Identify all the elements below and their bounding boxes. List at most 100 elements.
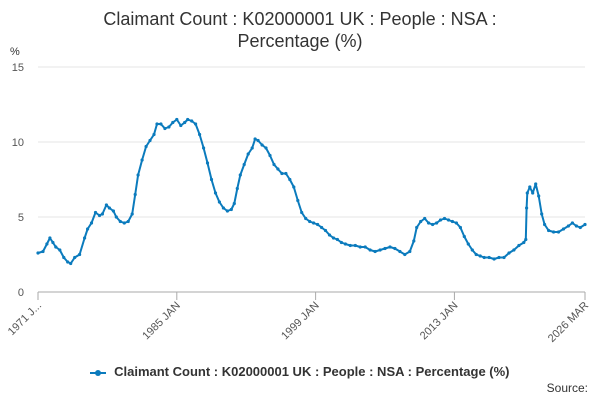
data-point[interactable] — [531, 191, 535, 195]
data-point[interactable] — [97, 213, 102, 218]
data-point[interactable] — [194, 122, 198, 126]
data-point[interactable] — [373, 249, 377, 254]
data-point[interactable] — [320, 225, 324, 230]
data-point[interactable] — [235, 186, 239, 191]
data-point[interactable] — [427, 221, 431, 225]
data-point[interactable] — [323, 228, 328, 233]
data-point[interactable] — [86, 227, 90, 231]
data-point[interactable] — [190, 119, 194, 123]
data-point[interactable] — [111, 209, 115, 213]
data-point[interactable] — [462, 234, 466, 239]
data-point[interactable] — [133, 192, 137, 197]
data-point[interactable] — [260, 143, 264, 147]
data-point[interactable] — [378, 248, 382, 252]
data-point[interactable] — [570, 221, 575, 225]
data-point[interactable] — [268, 153, 272, 158]
data-point[interactable] — [246, 152, 250, 156]
data-point[interactable] — [512, 248, 516, 252]
data-point[interactable] — [388, 245, 392, 249]
data-point[interactable] — [62, 255, 66, 260]
data-point[interactable] — [69, 261, 73, 266]
data-point[interactable] — [280, 171, 284, 176]
data-point[interactable] — [126, 219, 130, 224]
data-point[interactable] — [175, 117, 179, 122]
data-point[interactable] — [438, 218, 443, 222]
data-point[interactable] — [136, 173, 140, 177]
data-point[interactable] — [296, 198, 300, 203]
data-point[interactable] — [353, 243, 357, 248]
data-point[interactable] — [517, 243, 521, 248]
data-point[interactable] — [217, 200, 221, 204]
data-point[interactable] — [205, 161, 210, 165]
data-point[interactable] — [578, 225, 582, 230]
data-point[interactable] — [502, 255, 506, 260]
data-point[interactable] — [431, 222, 435, 227]
data-point[interactable] — [292, 185, 296, 189]
data-point[interactable] — [458, 225, 462, 230]
data-point[interactable] — [183, 120, 187, 125]
data-point[interactable] — [167, 125, 171, 129]
data-point[interactable] — [507, 251, 511, 255]
data-point[interactable] — [225, 209, 229, 213]
data-point[interactable] — [552, 230, 556, 234]
data-point[interactable] — [209, 177, 214, 182]
data-point[interactable] — [470, 248, 474, 252]
data-point[interactable] — [408, 249, 412, 254]
data-point[interactable] — [556, 230, 561, 234]
data-point[interactable] — [327, 233, 332, 237]
data-point[interactable] — [284, 171, 288, 176]
data-point[interactable] — [171, 120, 175, 125]
data-point[interactable] — [403, 252, 407, 257]
data-point[interactable] — [525, 191, 529, 195]
data-point[interactable] — [300, 210, 304, 215]
data-point[interactable] — [276, 167, 280, 171]
data-point[interactable] — [83, 236, 87, 240]
data-point[interactable] — [229, 207, 233, 212]
data-point[interactable] — [140, 158, 144, 162]
data-point[interactable] — [144, 144, 148, 149]
data-point[interactable] — [492, 257, 496, 261]
data-point[interactable] — [66, 260, 70, 264]
data-point[interactable] — [148, 138, 152, 143]
data-point[interactable] — [415, 225, 419, 230]
data-point[interactable] — [256, 138, 260, 143]
data-point[interactable] — [152, 132, 156, 137]
data-point[interactable] — [339, 240, 343, 245]
data-point[interactable] — [482, 255, 486, 260]
data-point[interactable] — [534, 182, 538, 186]
data-point[interactable] — [179, 123, 183, 128]
data-point[interactable] — [335, 237, 339, 242]
data-point[interactable] — [497, 255, 501, 260]
data-point[interactable] — [466, 242, 470, 246]
data-point[interactable] — [45, 242, 49, 246]
data-point[interactable] — [130, 212, 134, 216]
data-point[interactable] — [232, 201, 236, 206]
data-point[interactable] — [186, 117, 190, 122]
data-point[interactable] — [383, 246, 387, 251]
data-point[interactable] — [308, 219, 312, 224]
data-point[interactable] — [73, 255, 77, 260]
legend[interactable]: Claimant Count : K02000001 UK : People :… — [0, 364, 600, 379]
data-point[interactable] — [312, 221, 316, 225]
data-point[interactable] — [547, 228, 551, 233]
data-point[interactable] — [107, 206, 111, 210]
data-point[interactable] — [566, 224, 571, 228]
data-point[interactable] — [213, 191, 218, 195]
data-point[interactable] — [358, 245, 362, 249]
data-point[interactable] — [250, 146, 254, 150]
data-point[interactable] — [100, 212, 104, 216]
data-point[interactable] — [51, 240, 55, 245]
data-point[interactable] — [48, 236, 52, 240]
data-point[interactable] — [442, 216, 447, 221]
data-point[interactable] — [36, 251, 40, 255]
data-point[interactable] — [478, 254, 482, 258]
data-point[interactable] — [393, 246, 397, 251]
data-point[interactable] — [435, 221, 439, 225]
data-point[interactable] — [89, 221, 94, 225]
data-point[interactable] — [446, 218, 451, 222]
data-point[interactable] — [304, 216, 308, 221]
data-point[interactable] — [316, 222, 320, 227]
data-point[interactable] — [583, 222, 587, 227]
data-point[interactable] — [412, 239, 416, 243]
data-point[interactable] — [78, 252, 82, 257]
